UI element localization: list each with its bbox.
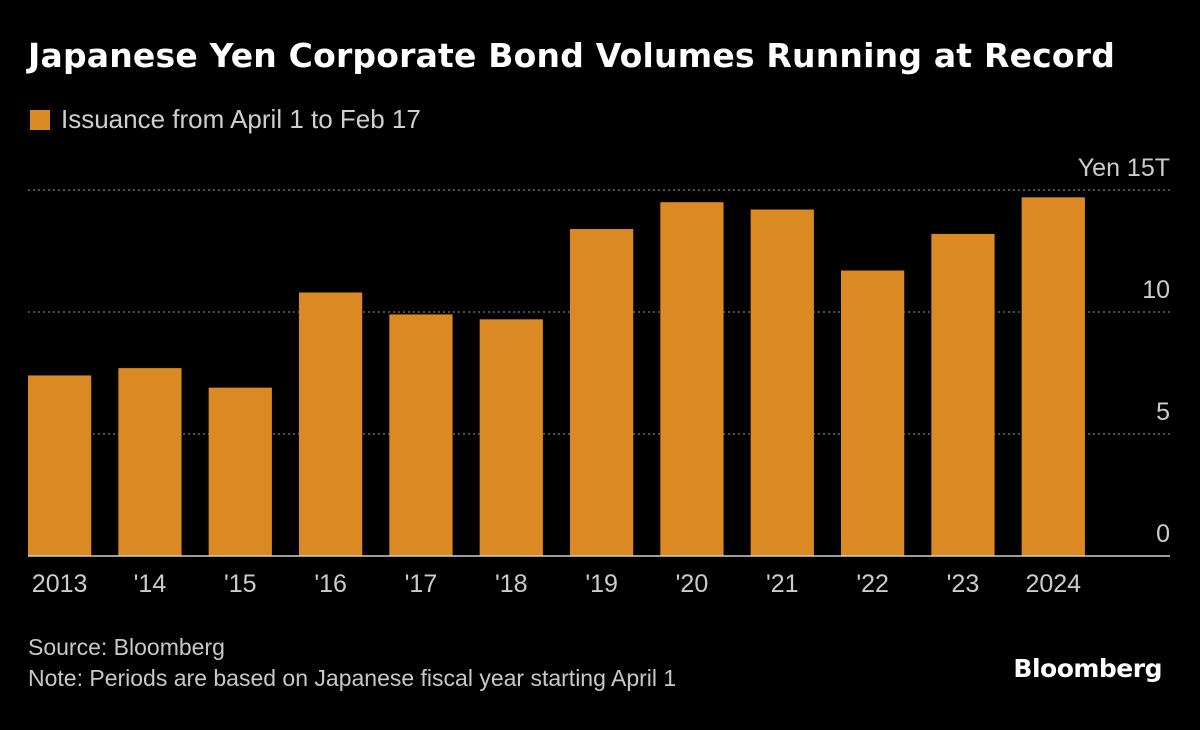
source-note: Source: Bloomberg	[28, 634, 225, 660]
y-tick-label: Yen 15T	[1078, 154, 1170, 182]
bloomberg-logo: Bloomberg	[1013, 654, 1162, 683]
y-tick-label: 5	[1156, 398, 1170, 426]
x-tick-label: '23	[947, 570, 980, 598]
x-tick-label: '22	[856, 570, 889, 598]
x-tick-label: 2024	[1025, 570, 1081, 598]
legend-swatch	[30, 109, 50, 130]
fiscal-year-note: Note: Periods are based on Japanese fisc…	[28, 665, 677, 691]
x-tick-label: 2013	[32, 570, 88, 598]
x-tick-label: '19	[585, 570, 618, 598]
bar	[479, 319, 543, 556]
bar	[931, 233, 995, 557]
legend: Issuance from April 1 to Feb 17	[30, 104, 421, 135]
y-tick-label: 0	[1156, 520, 1170, 548]
bar	[1021, 197, 1085, 556]
bar	[299, 292, 363, 556]
footer: Source: Bloomberg Note: Periods are base…	[28, 632, 676, 694]
x-tick-label: '14	[134, 570, 167, 598]
x-tick-label: '16	[314, 570, 347, 598]
bar	[750, 209, 814, 556]
bar-chart: 0 5 10 Yen 15T 2013 '14 '15 '16 '17 '18 '19 '20 '21 '…	[28, 154, 1170, 598]
x-tick-label: '21	[766, 570, 799, 598]
x-tick-label: '15	[224, 570, 257, 598]
bar	[660, 202, 724, 556]
bar	[570, 229, 634, 557]
axes: 0 5 10 Yen 15T 2013 '14 '15 '16 '17 '18 '19 '20 '21 '…	[28, 154, 1170, 598]
legend-label: Issuance from April 1 to Feb 17	[61, 104, 421, 134]
y-tick-label: 10	[1142, 276, 1170, 304]
bar	[28, 375, 92, 556]
bar	[118, 368, 182, 556]
x-tick-label: '20	[676, 570, 709, 598]
chart-title: Japanese Yen Corporate Bond Volumes Runn…	[28, 36, 1116, 75]
bar	[841, 270, 905, 556]
bar	[208, 387, 272, 556]
bar	[389, 314, 453, 556]
x-tick-label: '17	[405, 570, 438, 598]
x-tick-label: '18	[495, 570, 528, 598]
bars	[28, 197, 1085, 557]
